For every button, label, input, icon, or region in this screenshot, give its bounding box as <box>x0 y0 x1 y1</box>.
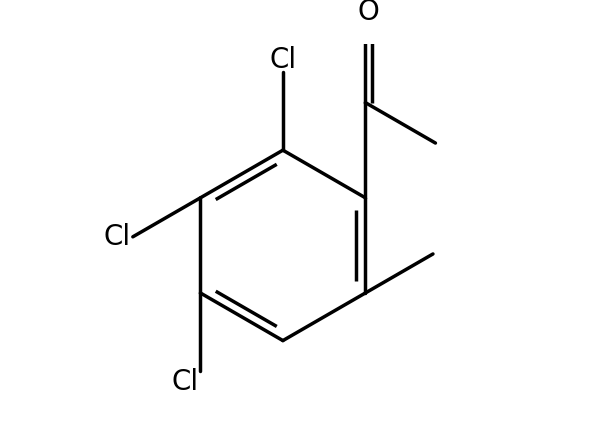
Text: O: O <box>358 0 380 27</box>
Text: Cl: Cl <box>171 368 198 395</box>
Text: Cl: Cl <box>269 46 296 74</box>
Text: Cl: Cl <box>104 223 131 251</box>
